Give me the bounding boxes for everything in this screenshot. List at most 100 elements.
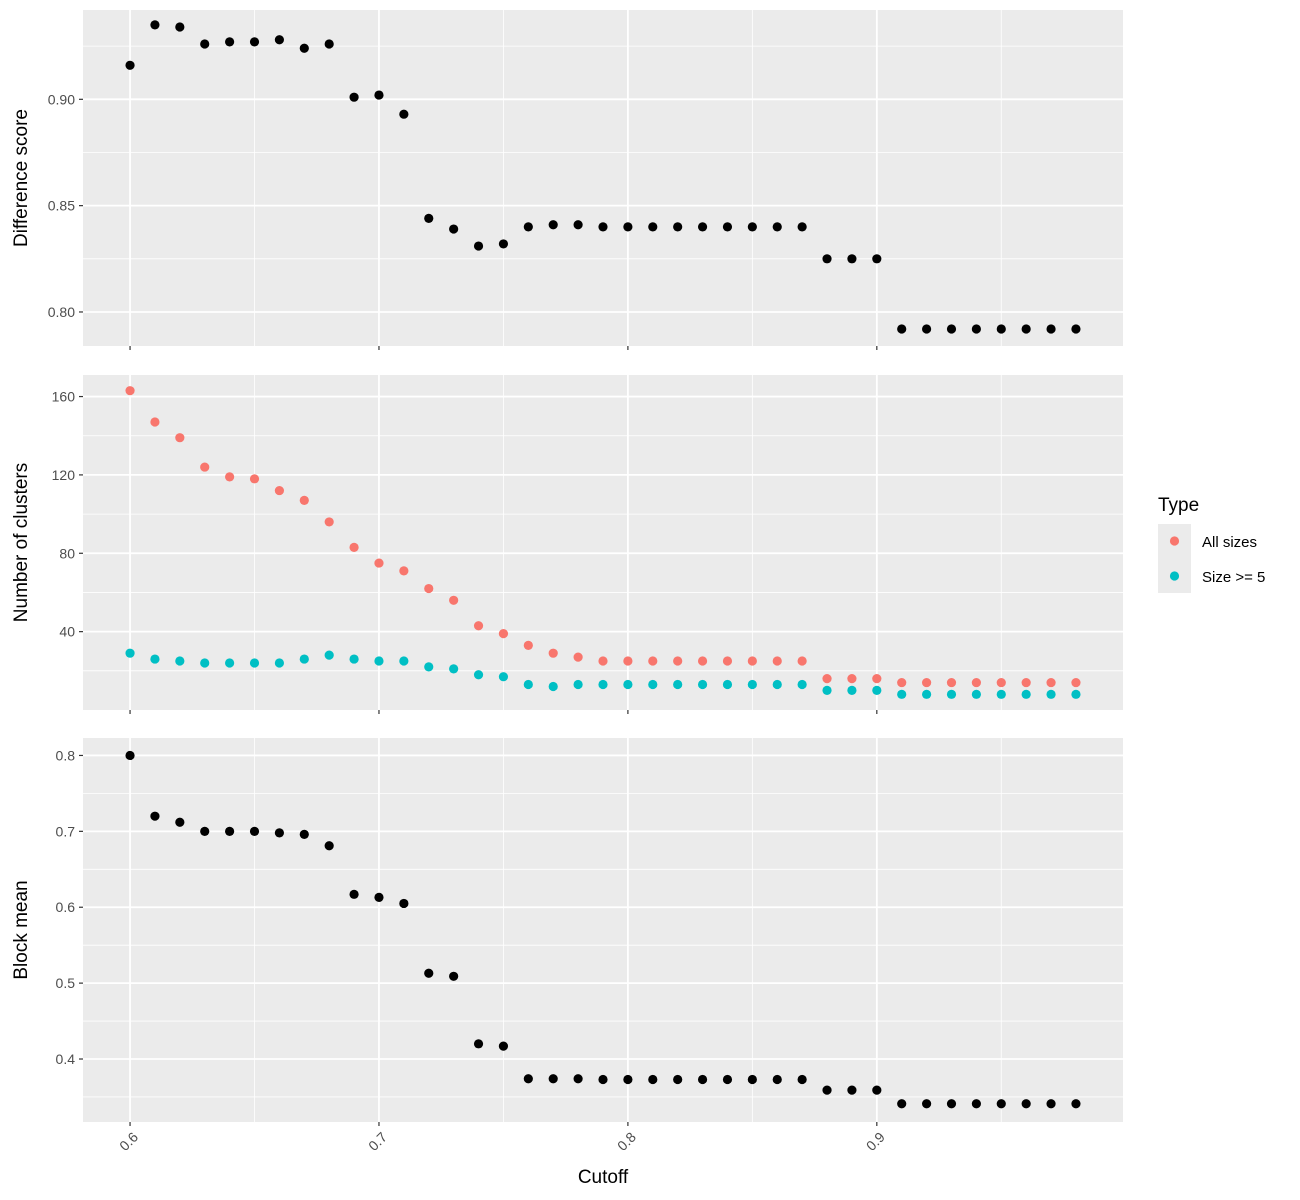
data-point [673,679,683,690]
data-point [274,485,285,496]
data-point [274,828,285,838]
data-point [523,222,533,232]
data-point [598,679,608,690]
y-tick-label: 0.7 [56,823,76,839]
y-tick-label: 40 [59,624,75,640]
data-point [1071,677,1081,688]
x-tick-label: 0.9 [863,1129,888,1154]
data-point [498,239,509,249]
data-point [299,495,309,505]
data-point [847,685,857,696]
data-point [772,679,782,690]
data-point [573,679,583,690]
x-tick-label: 0.6 [116,1129,141,1154]
data-point [399,566,409,576]
series-points [125,648,1081,699]
data-point [125,648,135,658]
data-point [523,640,533,650]
data-point [249,826,260,836]
data-point [399,898,409,909]
data-point [374,892,384,902]
legend-label: Size >= 5 [1202,569,1265,586]
data-point [548,681,558,692]
data-point [996,324,1006,334]
data-point [623,1074,633,1085]
data-point [598,1074,608,1085]
data-point [1046,1099,1056,1109]
y-axis-title: Block mean [11,880,32,979]
data-point [324,841,334,851]
data-point [946,324,957,334]
data-point [722,222,733,232]
legend-items: All sizes Size >= 5 [1169,534,1265,586]
data-point [573,652,583,662]
data-point [722,656,733,666]
data-point [623,679,633,690]
y-tick-label: 120 [52,467,76,483]
data-point [772,656,782,666]
data-point [648,679,658,690]
data-point [399,109,409,119]
data-point [921,677,932,688]
data-point [598,656,608,666]
data-point [449,971,459,981]
y-tick-label: 0.5 [56,975,76,991]
panel-background [83,738,1123,1122]
data-point [897,324,907,334]
data-point [548,648,558,658]
data-point [150,811,160,821]
data-point [374,90,384,100]
data-point [374,558,384,568]
data-point [473,670,484,680]
data-point [299,829,309,839]
data-point [349,654,359,664]
data-point [175,656,185,666]
panel-top: 0.80 0.85 0.90 Difference score [11,10,1123,350]
data-point [473,241,484,251]
data-point [125,386,135,396]
data-point [249,37,260,47]
data-point [249,474,260,484]
data-point [697,222,708,232]
panel-background [83,375,1123,710]
data-point [822,685,832,696]
data-point [822,674,832,684]
panel-bottom: 0.4 0.5 0.6 0.7 0.8 Block mean [11,738,1123,1126]
data-point [946,677,957,688]
y-axis-title: Difference score [11,109,32,247]
data-point [897,677,907,688]
data-point [772,1074,782,1085]
data-point [125,60,135,70]
y-tick-label: 0.85 [48,198,75,214]
data-point [349,92,359,102]
data-point [697,656,708,666]
series-points [125,386,1081,688]
data-point [772,222,782,232]
x-tick-label: 0.7 [365,1129,390,1154]
data-point [971,689,981,699]
legend-key-bg [1158,524,1191,593]
y-tick-label: 0.90 [48,91,75,107]
series-points [125,750,1081,1109]
data-point [797,222,807,232]
data-point [374,656,384,666]
panels: 0.80 0.85 0.90 Difference score 40 80 120 160 Nu… [11,10,1123,1126]
data-point [598,222,608,232]
data-point [722,679,733,690]
x-axis-title: Cutoff [578,1167,629,1188]
data-point [424,213,434,224]
data-point [673,1074,683,1085]
data-point [921,689,932,699]
data-point [200,826,210,836]
data-point [200,658,210,668]
data-point [1021,1099,1031,1109]
data-point [424,968,434,978]
data-point [971,677,981,688]
data-point [449,595,459,605]
data-point [1021,689,1031,699]
data-point [1021,677,1031,688]
data-point [822,254,832,264]
data-point [872,1085,882,1095]
legend-key [1169,536,1180,546]
